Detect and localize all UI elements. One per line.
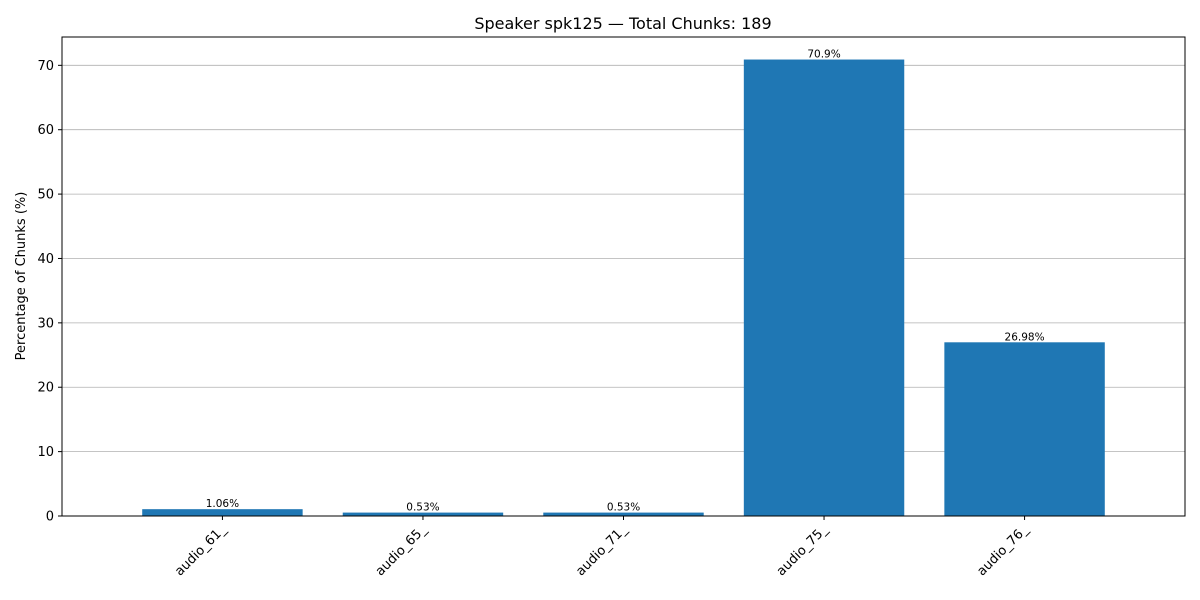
bar-audio-61	[142, 509, 303, 516]
y-tick-label: 20	[37, 381, 54, 396]
y-axis-ticks: 0 10 20 30 40 50 60 70	[37, 59, 62, 525]
y-tick-label: 70	[37, 59, 54, 74]
data-label: 0.53%	[607, 502, 640, 514]
data-label: 70.9%	[807, 49, 840, 61]
y-tick-label: 10	[37, 445, 54, 460]
data-label: 26.98%	[1005, 331, 1045, 343]
x-axis-ticks: audio_61_ audio_65_ audio_71_ audio_75_ audi…	[172, 516, 1032, 579]
grid-lines	[62, 64, 1185, 453]
y-tick-label: 50	[37, 188, 54, 203]
bar-audio-71	[543, 512, 704, 516]
y-tick-label: 60	[37, 123, 54, 138]
y-axis-label: Percentage of Chunks (%)	[14, 192, 29, 361]
y-tick-label: 30	[37, 316, 54, 331]
bars	[142, 59, 1105, 517]
bar-audio-75	[743, 59, 905, 517]
data-label: 0.53%	[406, 502, 439, 514]
y-tick-label: 40	[37, 252, 54, 267]
x-tick-label: audio_76_	[974, 522, 1031, 579]
x-tick-label: audio_65_	[373, 522, 430, 579]
y-tick-label: 0	[46, 510, 54, 525]
chart-title: Speaker spk125 — Total Chunks: 189	[474, 14, 771, 33]
data-labels: 1.06% 0.53% 0.53% 70.9% 26.98%	[206, 49, 1045, 514]
x-tick-label: audio_61_	[172, 522, 229, 579]
bar-audio-76	[944, 342, 1105, 516]
data-label: 1.06%	[206, 498, 239, 510]
x-tick-label: audio_75_	[774, 522, 831, 579]
x-tick-label: audio_71_	[573, 522, 630, 579]
bar-audio-65	[342, 512, 504, 516]
